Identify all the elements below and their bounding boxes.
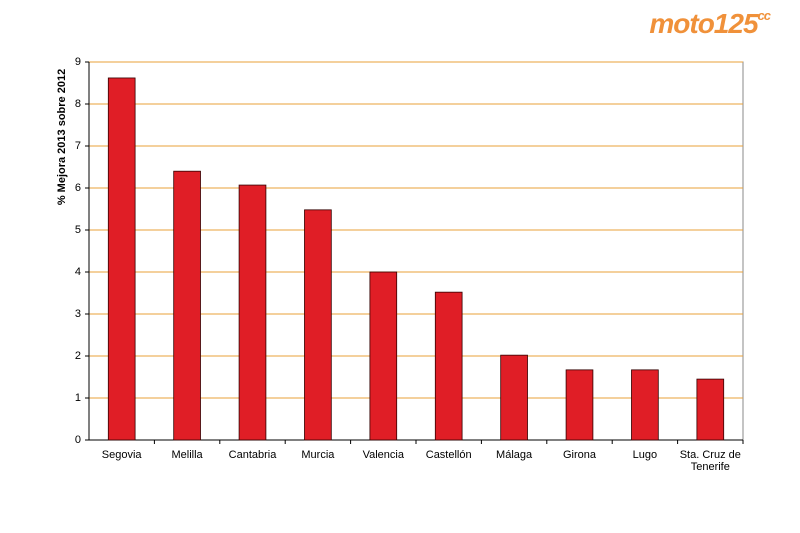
bar <box>238 184 267 441</box>
bar <box>304 209 332 441</box>
x-tick-label: Lugo <box>632 449 658 461</box>
y-tick-label: 6 <box>75 182 81 194</box>
y-tick-label: 4 <box>75 266 81 278</box>
bar <box>434 291 463 441</box>
bar <box>500 354 528 441</box>
x-tick-label: Girona <box>562 449 597 461</box>
y-tick-label: 9 <box>75 56 81 68</box>
bar <box>107 77 136 441</box>
y-tick-label: 0 <box>75 434 81 446</box>
x-tick-label: Cantabria <box>228 449 277 461</box>
y-tick-label: 3 <box>75 308 81 320</box>
x-tick-label: Murcia <box>301 449 335 461</box>
logo: moto125cc <box>649 8 772 40</box>
x-tick-label: Castellón <box>425 449 472 461</box>
y-tick-label: 2 <box>75 350 81 362</box>
bar <box>369 271 398 441</box>
y-tick-label: 5 <box>75 224 81 236</box>
bar <box>565 369 594 441</box>
y-tick-label: 7 <box>75 140 81 152</box>
y-tick-label: 8 <box>75 98 81 110</box>
x-tick-label: Valencia <box>362 449 404 461</box>
y-axis-title: % Mejora 2013 sobre 2012 <box>56 69 68 205</box>
x-tick-label: Melilla <box>171 449 203 461</box>
logo-suffix: cc <box>757 8 772 23</box>
x-tick-label: Segovia <box>101 449 142 461</box>
x-tick-label: Málaga <box>496 449 533 461</box>
x-tick-label: Sta. Cruz de Tenerife <box>679 449 741 473</box>
y-tick-label: 1 <box>75 392 81 404</box>
logo-name: moto125 <box>649 8 758 39</box>
bar <box>696 378 725 441</box>
bar <box>173 170 201 441</box>
bar <box>631 369 659 441</box>
